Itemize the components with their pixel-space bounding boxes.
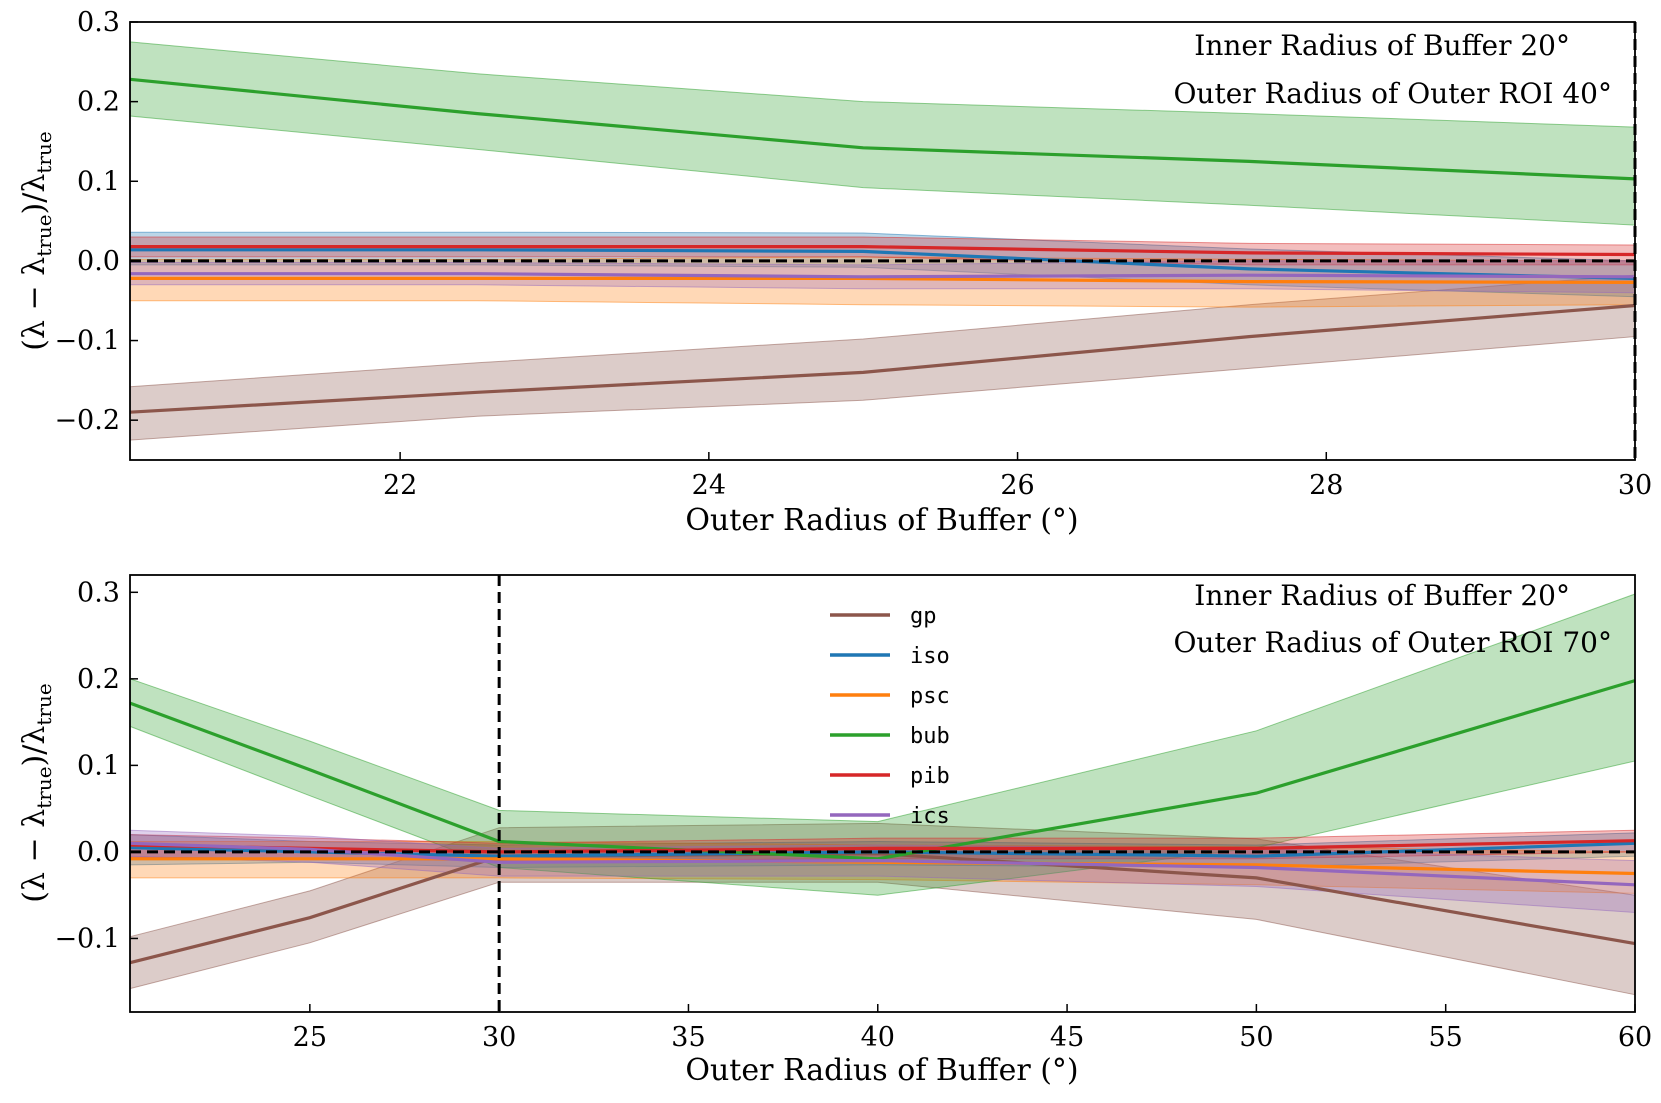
bottom-annotation-outer-roi: Outer Radius of Outer ROI 70°: [1173, 626, 1612, 659]
top-plot-layer: [129, 22, 1637, 460]
bottom-y-axis-label: (λ − λtrue)/λtrue: [17, 683, 56, 902]
top-ticks: 22 24 26 28 30 −0.2 −0.1 0.0 0.1 0.2 0.3: [54, 7, 1652, 501]
top-y-tick-label: 0.1: [77, 166, 120, 197]
top-line-psc: [130, 276, 1636, 284]
top-line-pib: [130, 245, 1636, 257]
bottom-x-tick-label: 25: [293, 1022, 327, 1053]
bottom-x-tick-label: 40: [861, 1022, 895, 1053]
bottom-annotation-inner-radius: Inner Radius of Buffer 20°: [1194, 579, 1570, 612]
bottom-y-tick-label: 0.3: [77, 577, 120, 608]
top-y-tick-label: −0.2: [54, 405, 120, 436]
top-panel: 22 24 26 28 30 −0.2 −0.1 0.0 0.1 0.2 0.3 Inner Rad…: [17, 7, 1652, 538]
top-x-axis-label: Outer Radius of Buffer (°): [685, 503, 1078, 538]
top-line-gp: [129, 303, 1636, 414]
bottom-line-ics: [129, 841, 1636, 887]
top-y-tick-label: 0.2: [77, 87, 120, 118]
top-line-ics: [130, 272, 1636, 279]
top-x-tick-label: 22: [383, 470, 417, 501]
bottom-line-iso: [129, 841, 1636, 858]
bottom-y-tick-label: 0.1: [77, 750, 120, 781]
top-axes-frame: [129, 21, 1636, 461]
legend: gp iso psc bub pib ics: [830, 604, 950, 829]
top-y-tick-label: −0.1: [54, 326, 120, 357]
bottom-ticks: 25 30 35 40 45 50 55 60 −0.1 0.0 0.1 0.2 0.3: [54, 577, 1652, 1053]
bottom-x-tick-label: 55: [1429, 1022, 1463, 1053]
top-annotation-inner-radius: Inner Radius of Buffer 20°: [1194, 29, 1570, 62]
top-annotation-outer-roi: Outer Radius of Outer ROI 40°: [1173, 77, 1612, 110]
bottom-x-tick-label: 50: [1239, 1022, 1273, 1053]
legend-label-gp: gp: [910, 604, 937, 629]
bottom-x-tick-label: 60: [1618, 1022, 1652, 1053]
bottom-x-tick-label: 45: [1050, 1022, 1084, 1053]
bottom-plot-layer: [129, 575, 1636, 1012]
top-x-tick-label: 26: [1000, 470, 1034, 501]
bottom-y-tick-label: 0.0: [77, 837, 120, 868]
bottom-y-tick-label: 0.2: [77, 664, 120, 695]
top-y-tick-label: 0.3: [77, 7, 120, 38]
top-x-tick-label: 24: [692, 470, 726, 501]
top-x-tick-label: 28: [1309, 470, 1343, 501]
legend-label-pib: pib: [910, 764, 950, 789]
legend-label-ics: ics: [910, 804, 950, 829]
bottom-x-tick-label: 30: [482, 1022, 516, 1053]
bottom-x-tick-label: 35: [671, 1022, 705, 1053]
top-line-iso: [130, 248, 1636, 280]
bottom-axes-frame: [129, 574, 1636, 1013]
top-band-bub: [129, 41, 1636, 226]
bottom-panel: 25 30 35 40 45 50 55 60 −0.1 0.0 0.1 0.2 0.3 Inner R…: [17, 574, 1652, 1088]
legend-label-psc: psc: [910, 684, 950, 709]
bottom-x-axis-label: Outer Radius of Buffer (°): [685, 1053, 1078, 1088]
top-y-tick-label: 0.0: [77, 246, 120, 277]
legend-label-bub: bub: [910, 724, 950, 749]
top-y-axis-label: (λ − λtrue)/λtrue: [17, 131, 56, 350]
legend-label-iso: iso: [910, 644, 950, 669]
top-line-bub: [129, 77, 1636, 181]
top-x-tick-label: 30: [1618, 470, 1652, 501]
bottom-y-tick-label: −0.1: [54, 923, 120, 954]
